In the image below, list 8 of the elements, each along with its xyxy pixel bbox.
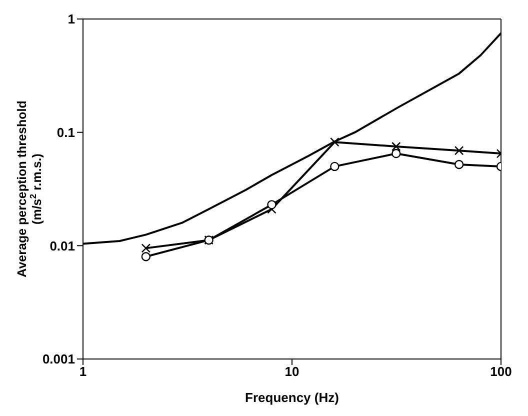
y-tick-label: 0.001 [42,352,75,367]
x-tick-label: 1 [79,364,87,380]
y-tick-label: 0.01 [50,238,75,254]
x-tick-label: 10 [284,364,300,380]
x-axis-title: Frequency (Hz) [245,390,339,405]
y-tick-label: 1 [68,12,75,27]
x-tick-label: 100 [490,364,512,380]
y-tick-label: 0.1 [56,124,75,140]
